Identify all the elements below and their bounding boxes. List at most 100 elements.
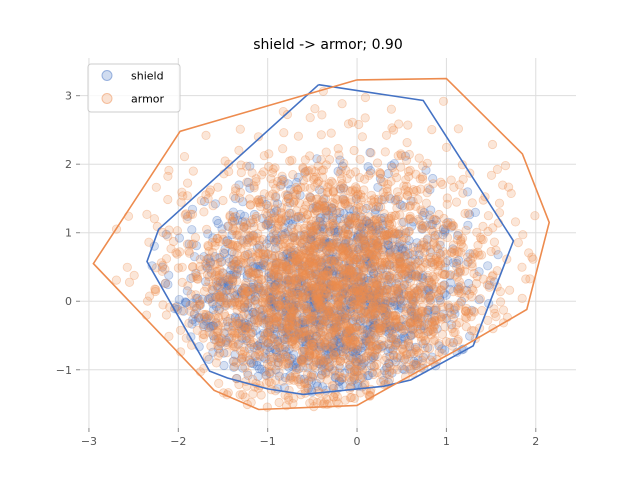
- scatter-point-shield: [407, 299, 417, 310]
- scatter-point-shield: [312, 203, 322, 213]
- scatter-point-shield: [388, 234, 398, 244]
- scatter-point-shield: [391, 289, 402, 300]
- scatter-point-armor: [227, 333, 237, 343]
- scatter-point-armor: [172, 226, 182, 236]
- scatter-point-armor: [274, 285, 284, 295]
- scatter-point-shield: [369, 320, 379, 331]
- scatter-point-shield: [181, 298, 191, 308]
- scatter-point-armor: [301, 272, 311, 283]
- scatter-point-armor: [517, 262, 527, 272]
- scatter-point-armor: [269, 235, 279, 245]
- scatter-point-shield: [268, 282, 278, 292]
- scatter-point-shield: [362, 325, 372, 335]
- scatter-point-shield: [276, 180, 286, 190]
- scatter-point-armor: [405, 211, 415, 221]
- scatter-point-shield: [324, 267, 334, 277]
- scatter-point-shield: [373, 182, 383, 192]
- scatter-point-shield: [380, 322, 390, 332]
- scatter-point-shield: [301, 331, 311, 342]
- scatter-point-armor: [314, 239, 324, 249]
- y-tick-label: 1: [65, 227, 72, 240]
- scatter-point-shield: [474, 267, 484, 277]
- scatter-point-armor: [250, 235, 261, 246]
- scatter-point-shield: [221, 337, 231, 347]
- scatter-point-shield: [341, 263, 352, 273]
- scatter-point-shield: [336, 293, 346, 304]
- scatter-point-shield: [337, 294, 347, 304]
- scatter-point-armor: [297, 303, 307, 313]
- scatter-point-shield: [330, 366, 340, 376]
- scatter-point-shield: [324, 362, 334, 373]
- scatter-point-armor: [411, 272, 421, 282]
- scatter-point-shield: [395, 295, 405, 305]
- scatter-point-shield: [251, 325, 261, 335]
- scatter-point-shield: [320, 269, 330, 279]
- scatter-point-shield: [304, 351, 314, 361]
- scatter-point-armor: [468, 286, 478, 296]
- scatter-point-shield: [289, 246, 299, 256]
- scatter-point-shield: [382, 280, 392, 290]
- scatter-point-shield: [254, 261, 264, 271]
- scatter-point-armor: [395, 351, 405, 361]
- scatter-point-shield: [289, 305, 299, 315]
- scatter-point-armor: [359, 308, 369, 318]
- scatter-point-armor: [360, 113, 370, 123]
- scatter-point-armor: [439, 280, 449, 290]
- scatter-point-shield: [365, 249, 375, 259]
- scatter-point-shield: [315, 288, 325, 298]
- scatter-point-shield: [258, 310, 268, 321]
- scatter-point-shield: [283, 191, 293, 201]
- scatter-point-shield: [362, 328, 372, 338]
- chart-title: shield -> armor; 0.90: [253, 37, 403, 53]
- scatter-point-shield: [384, 229, 394, 239]
- scatter-point-shield: [273, 352, 283, 363]
- scatter-point-shield: [288, 360, 298, 370]
- scatter-point-shield: [273, 357, 283, 367]
- scatter-point-armor: [328, 310, 338, 320]
- scatter-point-shield: [205, 257, 215, 267]
- scatter-point-shield: [260, 315, 270, 325]
- scatter-point-shield: [384, 326, 394, 336]
- scatter-point-shield: [311, 220, 321, 230]
- scatter-point-shield: [416, 272, 426, 282]
- scatter-point-shield: [249, 342, 259, 352]
- scatter-point-shield: [325, 309, 336, 319]
- scatter-point-armor: [316, 130, 326, 140]
- scatter-point-shield: [215, 291, 225, 301]
- scatter-point-shield: [344, 325, 354, 336]
- scatter-point-shield: [266, 297, 276, 307]
- scatter-point-shield: [331, 348, 341, 358]
- scatter-point-shield: [364, 218, 374, 228]
- scatter-point-armor: [352, 283, 362, 293]
- scatter-point-armor: [400, 185, 410, 195]
- scatter-point-shield: [291, 297, 301, 307]
- scatter-point-shield: [328, 294, 338, 304]
- legend: shield armor: [87, 63, 181, 113]
- scatter-point-armor: [254, 249, 264, 259]
- scatter-point-armor: [256, 222, 266, 232]
- scatter-point-shield: [336, 315, 346, 325]
- scatter-point-shield: [370, 351, 380, 361]
- scatter-point-shield: [383, 235, 393, 246]
- scatter-point-shield: [379, 299, 390, 309]
- scatter-point-shield: [319, 200, 330, 211]
- scatter-point-shield: [237, 319, 247, 329]
- scatter-point-shield: [304, 294, 315, 304]
- scatter-point-armor: [404, 226, 414, 236]
- scatter-point-shield: [199, 196, 210, 207]
- scatter-point-shield: [289, 290, 299, 301]
- scatter-point-shield: [260, 366, 270, 376]
- scatter-point-armor: [434, 347, 444, 357]
- scatter-point-shield: [370, 208, 380, 218]
- scatter-point-shield: [326, 347, 336, 357]
- scatter-point-armor: [305, 193, 315, 203]
- scatter-point-shield: [302, 306, 312, 316]
- scatter-point-shield: [365, 291, 375, 301]
- scatter-point-armor: [265, 287, 275, 297]
- scatter-point-shield: [246, 256, 256, 266]
- scatter-point-shield: [343, 292, 353, 302]
- scatter-point-shield: [305, 290, 315, 300]
- scatter-point-shield: [284, 295, 294, 305]
- scatter-point-armor: [338, 183, 348, 193]
- scatter-point-armor: [312, 299, 323, 310]
